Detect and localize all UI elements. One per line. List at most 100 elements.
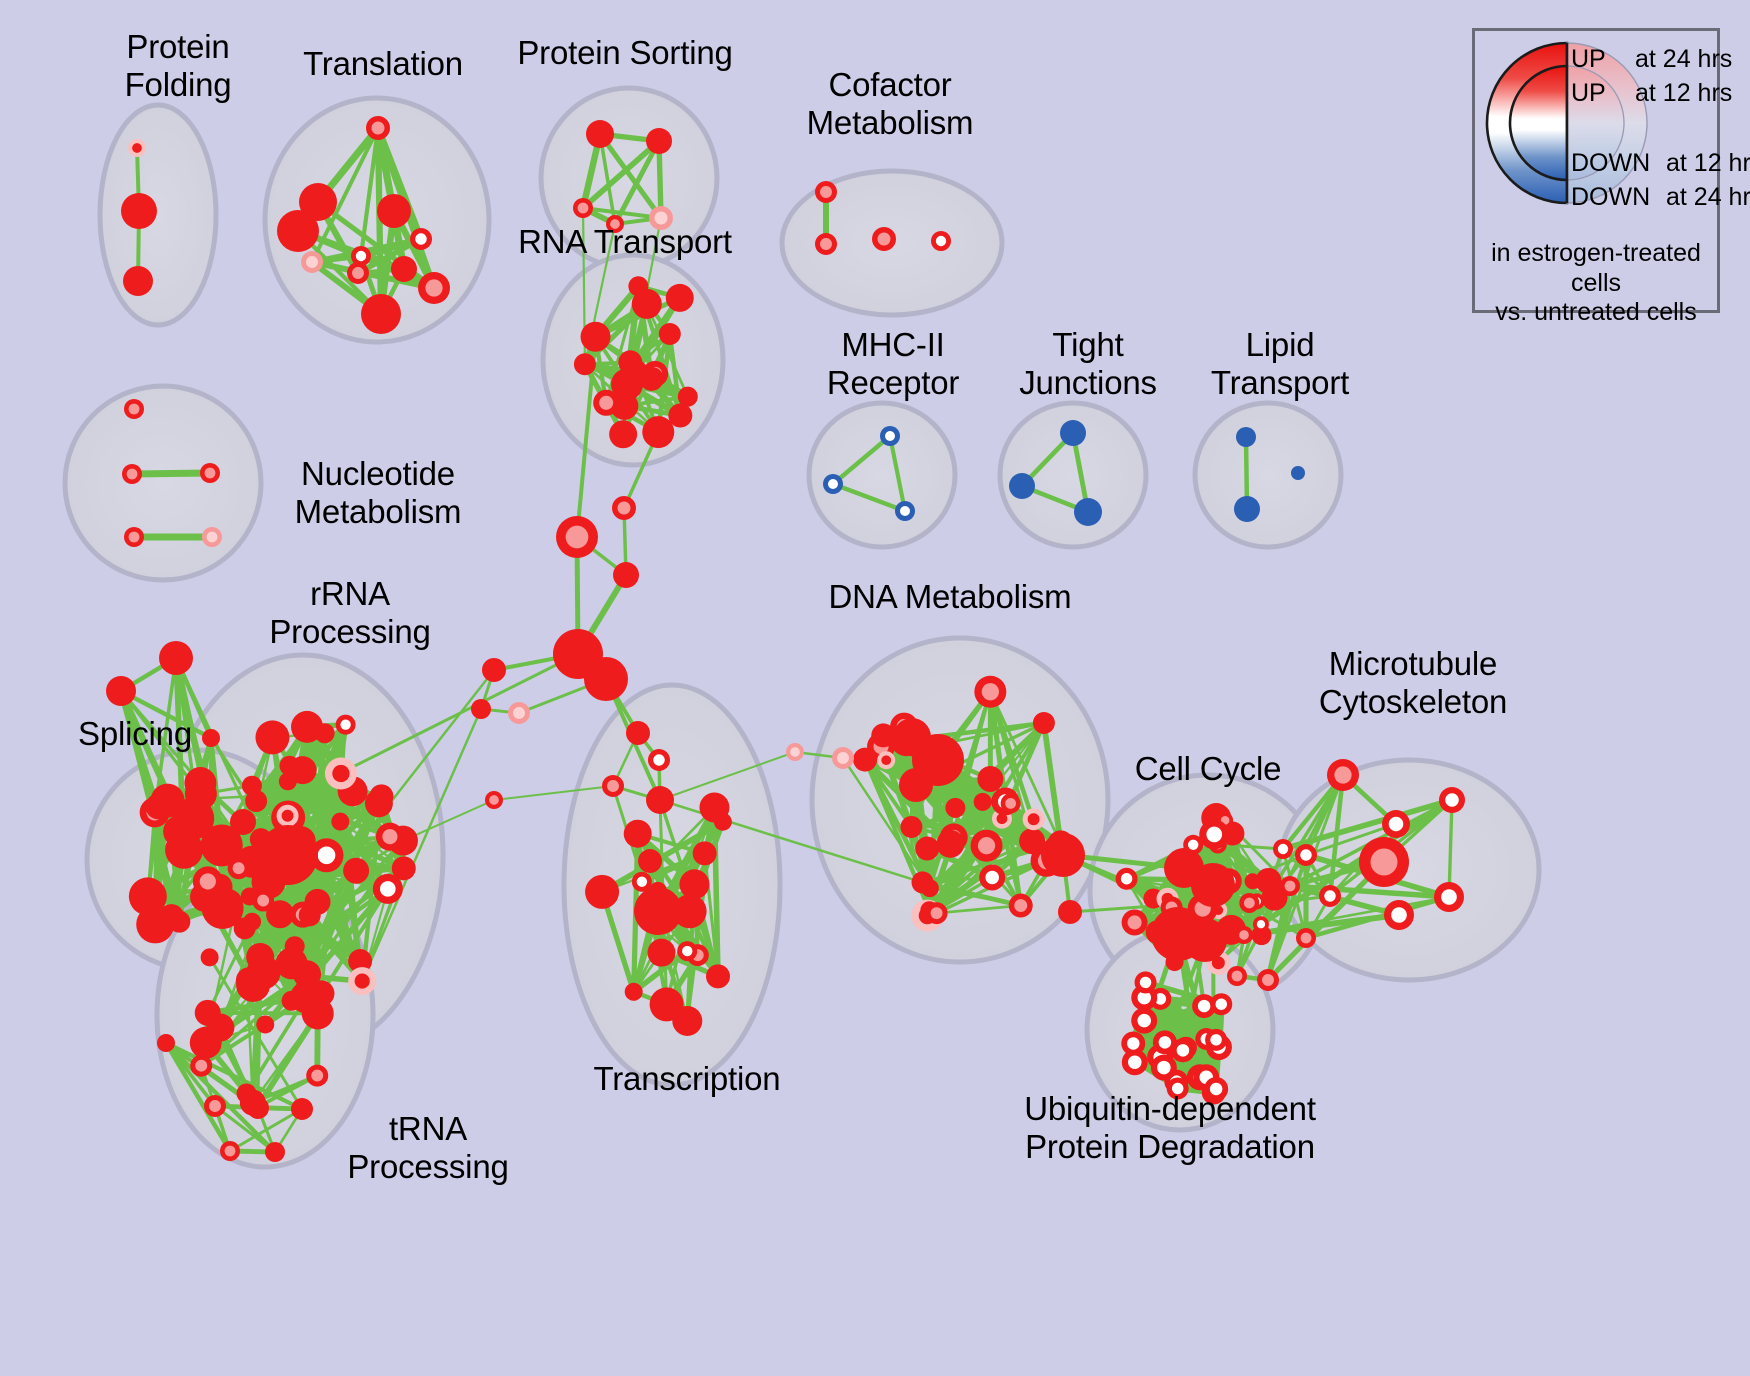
network-node[interactable] (1252, 916, 1269, 933)
network-node[interactable] (418, 272, 450, 304)
network-node[interactable] (973, 792, 992, 811)
network-node[interactable] (1019, 828, 1046, 855)
network-node[interactable] (1236, 427, 1256, 447)
network-node[interactable] (266, 900, 295, 929)
network-node[interactable] (482, 658, 506, 682)
network-node[interactable] (335, 714, 356, 735)
network-node[interactable] (236, 1083, 257, 1104)
network-node[interactable] (900, 815, 923, 838)
network-node[interactable] (184, 767, 217, 800)
network-node[interactable] (233, 917, 256, 940)
network-node[interactable] (485, 791, 503, 809)
network-node[interactable] (106, 676, 136, 706)
network-node[interactable] (931, 231, 951, 251)
network-node[interactable] (508, 702, 530, 724)
network-node[interactable] (646, 786, 674, 814)
network-node[interactable] (1382, 810, 1410, 838)
network-node[interactable] (915, 836, 940, 861)
network-node[interactable] (304, 888, 331, 915)
network-node[interactable] (123, 266, 153, 296)
network-node[interactable] (348, 967, 377, 996)
network-node[interactable] (1205, 1028, 1228, 1051)
network-node[interactable] (255, 720, 290, 755)
network-node[interactable] (124, 399, 144, 419)
network-node[interactable] (1192, 994, 1217, 1019)
network-node[interactable] (612, 496, 636, 520)
network-node[interactable] (204, 1095, 226, 1117)
network-node[interactable] (977, 765, 1004, 792)
network-node[interactable] (366, 116, 390, 140)
network-node[interactable] (145, 793, 172, 820)
network-node[interactable] (200, 948, 219, 967)
network-node[interactable] (584, 657, 628, 701)
network-node[interactable] (1227, 966, 1247, 986)
network-node[interactable] (626, 721, 650, 745)
network-node[interactable] (893, 718, 931, 756)
network-node[interactable] (347, 262, 369, 284)
network-node[interactable] (1058, 900, 1082, 924)
network-node[interactable] (634, 887, 682, 935)
network-node[interactable] (606, 215, 624, 233)
network-node[interactable] (556, 516, 598, 558)
network-node[interactable] (638, 849, 663, 874)
network-node[interactable] (609, 420, 638, 449)
network-node[interactable] (580, 321, 611, 352)
network-node[interactable] (121, 193, 157, 229)
network-node[interactable] (159, 641, 193, 675)
network-node[interactable] (895, 501, 915, 521)
network-node[interactable] (1152, 1030, 1177, 1055)
network-node[interactable] (265, 1142, 285, 1162)
network-node[interactable] (276, 804, 299, 827)
network-node[interactable] (220, 1141, 240, 1161)
network-node[interactable] (391, 256, 417, 282)
network-node[interactable] (1000, 793, 1021, 814)
network-node[interactable] (815, 233, 837, 255)
network-node[interactable] (301, 997, 334, 1030)
network-node[interactable] (391, 856, 416, 881)
network-node[interactable] (631, 871, 652, 892)
network-node[interactable] (871, 723, 896, 748)
network-node[interactable] (853, 747, 878, 772)
network-node[interactable] (639, 366, 664, 391)
network-node[interactable] (1255, 867, 1282, 894)
network-node[interactable] (1359, 837, 1409, 887)
network-node[interactable] (623, 819, 652, 848)
network-node[interactable] (288, 756, 317, 785)
network-node[interactable] (293, 960, 322, 989)
network-node[interactable] (324, 757, 357, 790)
network-node[interactable] (235, 967, 262, 994)
network-node[interactable] (649, 987, 684, 1022)
network-node[interactable] (1074, 498, 1102, 526)
network-node[interactable] (277, 210, 319, 252)
network-node[interactable] (665, 283, 694, 312)
network-node[interactable] (1032, 711, 1055, 734)
network-node[interactable] (1204, 1076, 1229, 1101)
network-node[interactable] (1134, 971, 1157, 994)
network-node[interactable] (128, 139, 146, 157)
network-node[interactable] (1115, 867, 1138, 890)
network-node[interactable] (1121, 1031, 1146, 1056)
network-node[interactable] (343, 857, 370, 884)
network-node[interactable] (648, 749, 670, 771)
network-node[interactable] (649, 206, 673, 230)
network-node[interactable] (880, 426, 900, 446)
network-node[interactable] (692, 841, 717, 866)
network-node[interactable] (1384, 900, 1414, 930)
network-node[interactable] (1434, 882, 1464, 912)
network-node[interactable] (230, 809, 256, 835)
network-node[interactable] (1150, 1054, 1177, 1081)
network-node[interactable] (364, 789, 393, 818)
network-node[interactable] (573, 198, 593, 218)
network-node[interactable] (1199, 819, 1230, 850)
network-node[interactable] (291, 1098, 313, 1120)
network-node[interactable] (706, 964, 731, 989)
network-node[interactable] (899, 768, 933, 802)
network-node[interactable] (668, 403, 693, 428)
network-node[interactable] (299, 183, 337, 221)
network-node[interactable] (585, 874, 620, 909)
network-node[interactable] (1273, 839, 1293, 859)
network-node[interactable] (348, 949, 373, 974)
network-node[interactable] (911, 871, 934, 894)
network-node[interactable] (1041, 833, 1085, 877)
network-node[interactable] (877, 751, 896, 770)
